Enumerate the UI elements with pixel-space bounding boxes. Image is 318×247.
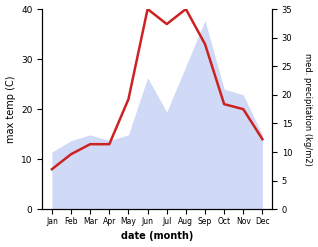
Y-axis label: max temp (C): max temp (C) (5, 75, 16, 143)
Y-axis label: med. precipitation (kg/m2): med. precipitation (kg/m2) (303, 53, 313, 165)
X-axis label: date (month): date (month) (121, 231, 193, 242)
